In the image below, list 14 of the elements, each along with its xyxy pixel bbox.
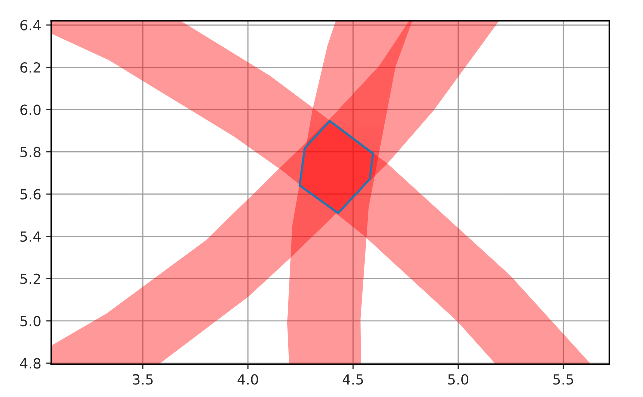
x-tick-label: 3.5 xyxy=(133,374,153,385)
y-tick-label: 6.4 xyxy=(20,20,41,31)
y-tick-label: 5.8 xyxy=(20,147,41,158)
x-tick-label: 5.5 xyxy=(554,374,574,385)
y-tick-label: 5.4 xyxy=(20,232,41,242)
y-tick-label: 4.8 xyxy=(20,358,41,369)
y-tick-label: 5.0 xyxy=(20,316,41,327)
y-tick-label: 6.2 xyxy=(20,62,40,74)
x-tick-label: 5.0 xyxy=(448,374,469,385)
x-tick-label: 4.5 xyxy=(342,374,364,385)
y-tick-label: 5.2 xyxy=(20,274,40,284)
x-tick-label: 4.0 xyxy=(238,374,258,385)
y-tick-label: 5.6 xyxy=(20,189,41,200)
y-tick-label: 6.0 xyxy=(20,104,41,116)
